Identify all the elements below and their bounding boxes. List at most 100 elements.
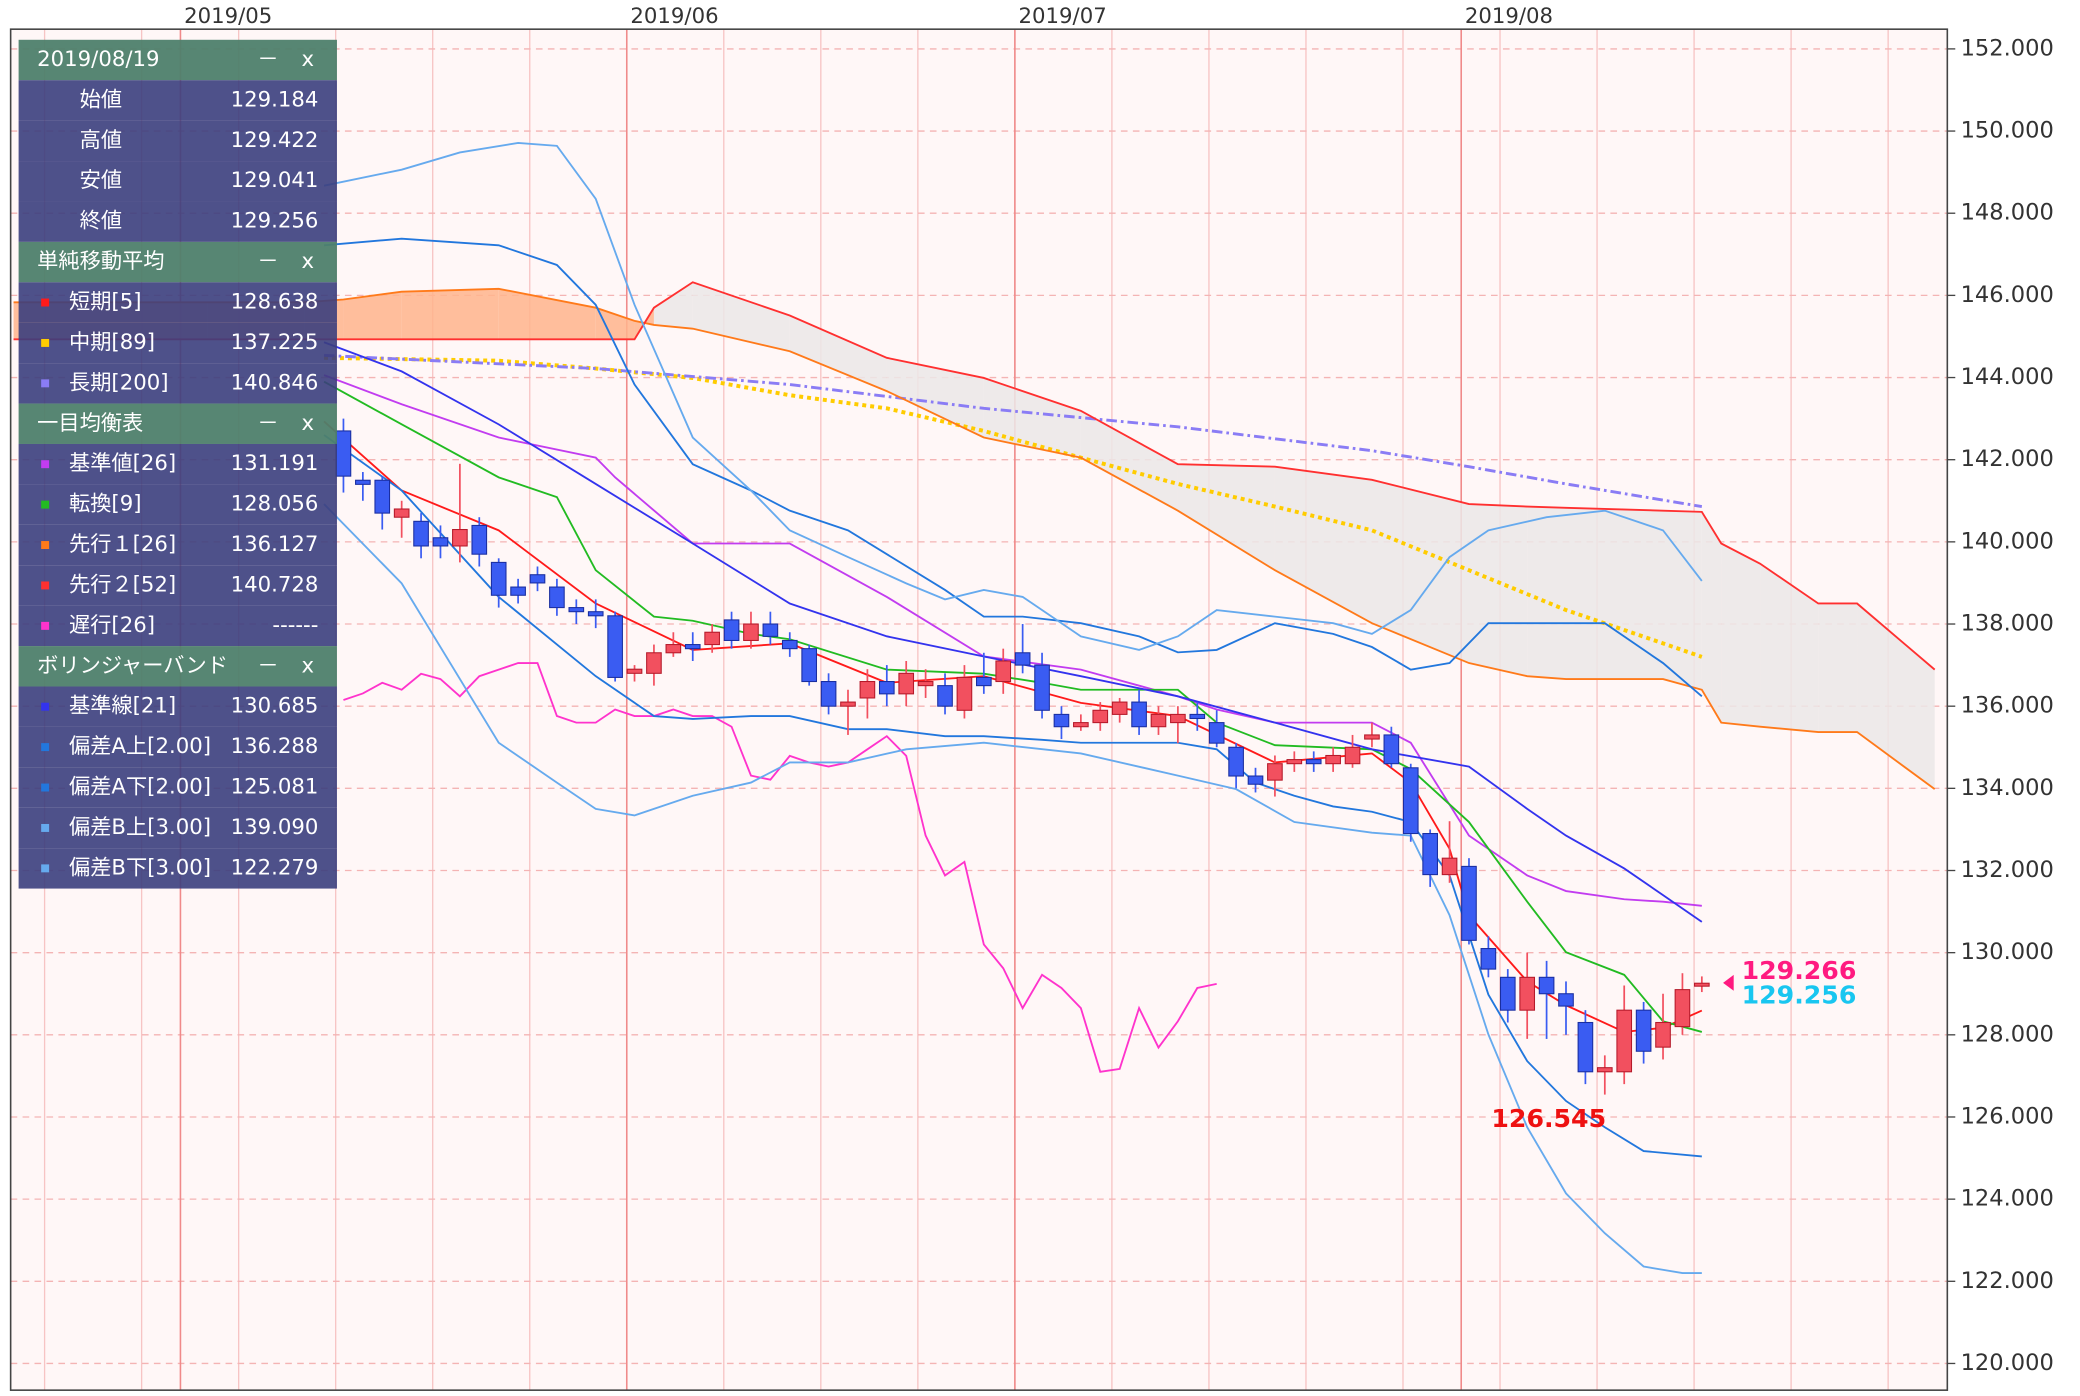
candle-body bbox=[898, 672, 915, 695]
candle-body bbox=[393, 508, 410, 518]
candle-body bbox=[607, 615, 623, 678]
legend-value: ------ bbox=[272, 613, 318, 638]
panel-close[interactable]: x bbox=[301, 47, 314, 72]
candle-body bbox=[432, 537, 449, 547]
legend-swatch bbox=[41, 864, 50, 873]
legend-swatch bbox=[41, 298, 50, 307]
legend-name: 偏差A上[2.00] bbox=[69, 734, 211, 759]
candle-body bbox=[1538, 976, 1555, 995]
panel-close[interactable]: x bbox=[301, 249, 314, 274]
candle-body bbox=[1092, 709, 1109, 724]
plot-frame bbox=[9, 28, 1949, 1391]
indicator-line bbox=[323, 434, 1702, 1158]
price-marker-label: 129.266 bbox=[1742, 956, 1857, 985]
candle-body bbox=[762, 623, 779, 637]
low-label: 126.545 bbox=[1491, 1104, 1606, 1133]
candle-body bbox=[1267, 763, 1283, 781]
candle-body bbox=[1014, 652, 1031, 666]
candle-body bbox=[878, 681, 895, 695]
candle-body bbox=[1441, 857, 1458, 876]
ohlc-label: 終値 bbox=[80, 209, 122, 234]
panel-row bbox=[18, 484, 337, 525]
candle-body bbox=[781, 639, 798, 650]
candle-body bbox=[820, 681, 837, 707]
legend-swatch bbox=[41, 500, 50, 509]
panel-header bbox=[18, 403, 337, 444]
candle-body bbox=[587, 611, 604, 617]
candle-body bbox=[1558, 993, 1574, 1007]
x-tick-label: 2019/07 bbox=[1019, 4, 1107, 29]
candle-body bbox=[704, 631, 720, 646]
candle-body bbox=[1577, 1021, 1594, 1073]
legend-value: 125.081 bbox=[231, 775, 319, 800]
candle-body bbox=[840, 701, 856, 707]
cloud-segment bbox=[653, 282, 693, 329]
panel-row bbox=[18, 524, 337, 566]
cloud-segment bbox=[1721, 543, 1761, 727]
panel-header-title: ボリンジャーバンド bbox=[37, 653, 228, 678]
cloud-segment bbox=[1468, 504, 1528, 677]
indicator-line bbox=[323, 341, 1703, 923]
candle-body bbox=[1422, 832, 1438, 876]
legend-name: 先行１[26] bbox=[69, 532, 176, 557]
panel-close[interactable]: x bbox=[301, 653, 314, 678]
candle-body bbox=[1616, 1009, 1633, 1073]
y-tick-label: 146.000 bbox=[1961, 282, 2054, 308]
panel-minimize[interactable]: － bbox=[257, 249, 278, 274]
candle-body bbox=[1228, 746, 1244, 777]
candle-body bbox=[995, 660, 1012, 683]
candle-body bbox=[1461, 865, 1477, 941]
panel-close[interactable]: x bbox=[301, 411, 314, 436]
candle-body bbox=[471, 524, 488, 555]
candle-body bbox=[1655, 1021, 1671, 1048]
panel-minimize[interactable]: － bbox=[257, 411, 278, 436]
candle-body bbox=[529, 574, 546, 584]
y-tick-label: 132.000 bbox=[1961, 857, 2054, 883]
legend-name: 転換[9] bbox=[69, 492, 141, 517]
cloud-segment bbox=[595, 307, 635, 340]
indicator-line bbox=[323, 503, 1702, 1275]
legend-swatch bbox=[41, 460, 50, 469]
candle-body bbox=[684, 644, 701, 650]
y-tick-label: 126.000 bbox=[1961, 1103, 2054, 1129]
legend-value: 137.225 bbox=[231, 330, 319, 355]
legend-name: 中期[89] bbox=[69, 330, 155, 355]
indicator-line bbox=[13, 281, 1936, 671]
ohlc-label: 始値 bbox=[80, 87, 122, 112]
cloud-segment bbox=[1371, 479, 1469, 664]
legend-name: 偏差B下[3.00] bbox=[69, 855, 211, 880]
axes: 2019/05 2019/06 2019/07 2019/08 120.000 122.0… bbox=[184, 4, 2054, 1376]
candle-body bbox=[1344, 746, 1361, 765]
panel-header bbox=[18, 646, 337, 687]
legend-swatch bbox=[41, 581, 50, 590]
legend-value: 131.191 bbox=[231, 451, 319, 476]
indicator-line bbox=[323, 380, 1703, 1033]
y-tick-label: 134.000 bbox=[1961, 775, 2054, 801]
panel-minimize[interactable]: － bbox=[257, 47, 278, 72]
y-tick-label: 136.000 bbox=[1961, 693, 2054, 719]
panel-header-title: 単純移動平均 bbox=[37, 249, 164, 274]
panel-row bbox=[18, 322, 337, 364]
candle-body bbox=[1674, 989, 1691, 1028]
panel-row bbox=[18, 120, 337, 162]
candle-body bbox=[1111, 701, 1128, 715]
candle-body bbox=[1383, 734, 1400, 765]
candle-body bbox=[956, 676, 973, 711]
candle-body bbox=[976, 676, 992, 687]
legend-name: 遅行[26] bbox=[69, 613, 155, 638]
legend-value: 139.090 bbox=[231, 815, 319, 840]
candle-body bbox=[1053, 713, 1070, 728]
candle-body bbox=[801, 648, 818, 683]
y-tick-label: 152.000 bbox=[1961, 35, 2054, 61]
y-tick-label: 148.000 bbox=[1961, 200, 2054, 226]
ohlc-value: 129.422 bbox=[231, 128, 319, 153]
y-tick-label: 120.000 bbox=[1961, 1350, 2054, 1376]
panel-row bbox=[18, 282, 337, 323]
panel-header-title: 一目均衡表 bbox=[37, 411, 143, 436]
panel-row bbox=[18, 848, 337, 889]
cloud-segment bbox=[1080, 410, 1178, 511]
indicator-line bbox=[13, 287, 1936, 790]
panel-minimize[interactable]: － bbox=[257, 653, 278, 678]
